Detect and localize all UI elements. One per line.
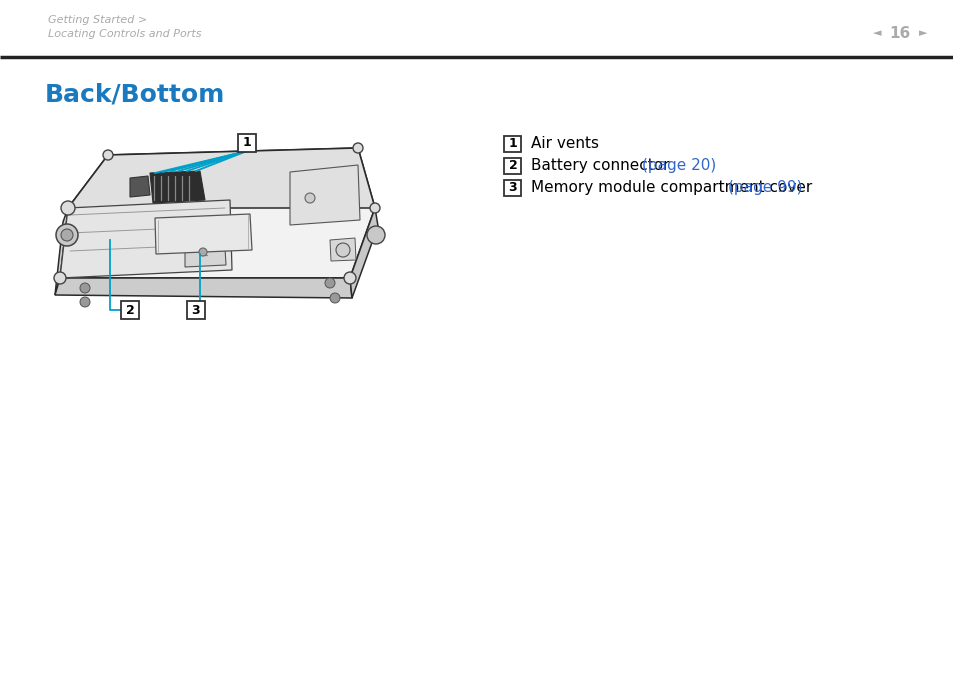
Circle shape [305, 193, 314, 203]
FancyBboxPatch shape [504, 135, 521, 152]
Circle shape [61, 201, 75, 215]
Text: (page 20): (page 20) [641, 158, 715, 173]
Circle shape [353, 143, 363, 153]
Circle shape [54, 272, 66, 284]
Text: Memory module compartment cover: Memory module compartment cover [531, 180, 817, 195]
Text: 3: 3 [192, 303, 200, 317]
Text: ►: ► [918, 28, 926, 38]
Circle shape [80, 283, 90, 293]
Text: 2: 2 [508, 159, 517, 172]
Polygon shape [290, 165, 359, 225]
Circle shape [367, 226, 385, 244]
Text: 1: 1 [508, 137, 517, 150]
Polygon shape [185, 248, 226, 267]
Polygon shape [68, 148, 375, 208]
FancyBboxPatch shape [121, 301, 139, 319]
Polygon shape [55, 278, 352, 298]
Text: 3: 3 [508, 181, 517, 194]
Text: (page 99): (page 99) [727, 180, 801, 195]
Circle shape [344, 272, 355, 284]
Circle shape [61, 229, 73, 241]
Circle shape [103, 150, 112, 160]
Polygon shape [130, 176, 150, 197]
Text: 16: 16 [888, 26, 910, 40]
Polygon shape [60, 200, 232, 278]
FancyBboxPatch shape [187, 301, 205, 319]
Circle shape [80, 297, 90, 307]
Text: Getting Started >: Getting Started > [48, 15, 147, 25]
Text: Back/Bottom: Back/Bottom [45, 83, 225, 107]
Circle shape [370, 203, 379, 213]
Polygon shape [154, 214, 252, 254]
Circle shape [199, 248, 207, 256]
Text: 2: 2 [126, 303, 134, 317]
Polygon shape [60, 148, 375, 278]
Polygon shape [330, 238, 355, 261]
Text: Battery connector: Battery connector [531, 158, 674, 173]
Polygon shape [350, 208, 377, 298]
FancyBboxPatch shape [504, 158, 521, 173]
Circle shape [335, 243, 350, 257]
Polygon shape [150, 171, 205, 203]
Text: Air vents: Air vents [531, 136, 598, 151]
Circle shape [325, 278, 335, 288]
Circle shape [56, 224, 78, 246]
Polygon shape [55, 208, 68, 295]
FancyBboxPatch shape [504, 179, 521, 195]
Circle shape [330, 293, 339, 303]
Text: ◄: ◄ [872, 28, 881, 38]
Text: Locating Controls and Ports: Locating Controls and Ports [48, 29, 201, 39]
Text: 1: 1 [242, 137, 251, 150]
FancyBboxPatch shape [237, 134, 255, 152]
